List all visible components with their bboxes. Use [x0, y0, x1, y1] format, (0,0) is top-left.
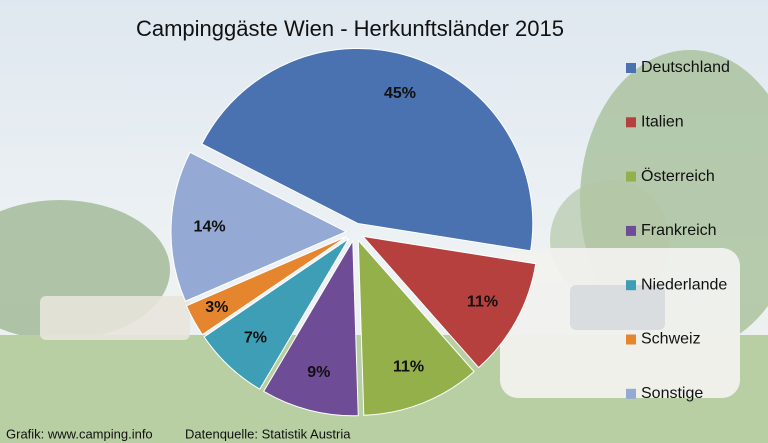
- legend-label: Deutschland: [641, 59, 730, 76]
- data-label: 11%: [393, 359, 424, 376]
- legend-label: Frankreich: [641, 222, 717, 239]
- pie-slice: [203, 238, 350, 390]
- legend-swatch: [626, 334, 636, 345]
- legend-swatch: [626, 117, 636, 128]
- legend-label: Sonstige: [641, 385, 703, 402]
- legend-swatch: [626, 171, 636, 182]
- legend-swatch: [626, 225, 636, 236]
- data-label: 14%: [194, 219, 226, 236]
- chart-title: Campinggäste Wien - Herkunftsländer 2015: [136, 16, 564, 41]
- legend-swatch: [626, 280, 636, 291]
- pie-slice: [170, 151, 348, 302]
- data-label: 11%: [467, 293, 498, 310]
- legend-label: Schweiz: [641, 331, 701, 348]
- data-label: 7%: [244, 329, 267, 346]
- credit: Grafik: www.camping.info: [6, 426, 153, 441]
- data-label: 3%: [205, 299, 228, 316]
- pie-slice: [201, 48, 534, 252]
- legend-label: Niederlande: [641, 276, 727, 293]
- source: Datenquelle: Statistik Austria: [185, 426, 351, 441]
- pie-slice: [361, 235, 537, 369]
- legend-label: Österreich: [641, 167, 715, 185]
- data-label: 9%: [307, 364, 330, 381]
- legend-swatch: [626, 63, 636, 73]
- pie-slice: [262, 238, 359, 417]
- legend-swatch: [626, 388, 636, 399]
- legend-label: Italien: [641, 114, 684, 131]
- data-label: 45%: [384, 85, 416, 102]
- pie-slice: [357, 238, 475, 416]
- pie-slice: [185, 235, 348, 336]
